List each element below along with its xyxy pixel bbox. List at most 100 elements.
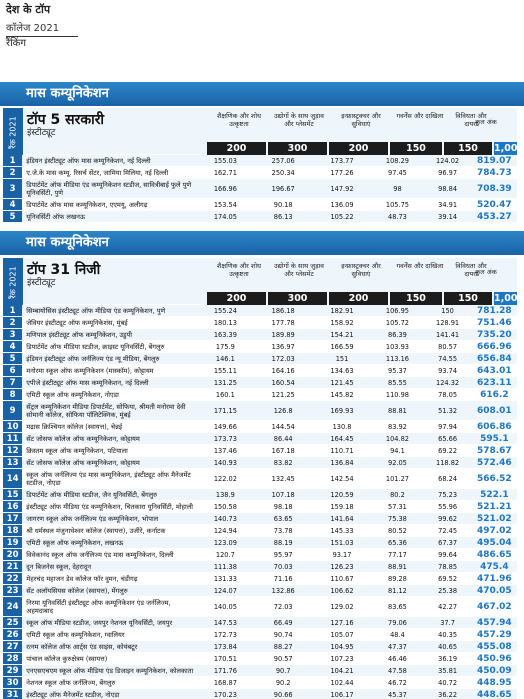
institute-name: ए.जे.के मास कम्यू. रिसर्च सेंटर, जामिया …	[26, 168, 169, 177]
score-cell: 174.05	[213, 212, 237, 221]
table-title: टॉप 31 निजी इंस्टीट्यूट	[27, 262, 197, 289]
institute-name: एमिटी स्कूल ऑफ कम्यूनिकेशन, ग्वालियर	[26, 630, 125, 639]
score-cell: 155.11	[213, 366, 237, 375]
institute-name: सेंट अलॉयसियस कॉलेज (स्वायत्त), मेंगलुरु	[26, 586, 128, 595]
rank-number: 5	[3, 211, 23, 222]
score-cell: 65.66	[438, 434, 458, 443]
table-row: 3 मणिपाल इंस्टीट्यूट ऑफ कम्यूनिकेशन, उडुप…	[3, 329, 517, 341]
score-cell: 147.53	[213, 618, 237, 627]
score-cell: 90.57	[273, 654, 293, 663]
table-title: टॉप 5 सरकारी इंस्टीट्यूट	[27, 112, 197, 139]
total-score: 608.01	[476, 405, 512, 416]
score-cell: 173.84	[213, 642, 237, 651]
table-title-main: टॉप 31 निजी	[27, 262, 101, 278]
table-row: 5 इंडियन इंस्टीट्यूट ऑफ जर्नलिज्म एंड न्य…	[3, 353, 517, 365]
score-cell: 80.52	[388, 526, 407, 535]
score-cell: 110.71	[330, 446, 354, 455]
score-cell: 175.9	[215, 342, 235, 351]
score-cell: 169.93	[330, 406, 354, 415]
score-cell: 88.27	[273, 642, 293, 651]
score-cell: 97.94	[438, 422, 458, 431]
score-cell: 138.9	[215, 490, 235, 499]
score-cell: 106.62	[330, 586, 354, 595]
score-cell: 98	[393, 184, 402, 193]
table-government: रैंक 2021 टॉप 5 सरकारी इंस्टीट्यूट शैक्ष…	[3, 108, 524, 223]
score-cell: 124.94	[213, 526, 237, 535]
column-header: उद्योगों के साथ जुड़ाव और प्लेसमेंट	[274, 112, 324, 128]
score-cell: 88.91	[388, 562, 407, 571]
score-cell: 111.38	[213, 562, 237, 571]
score-cell: 120.59	[330, 490, 354, 499]
table-row: 10 मद्रास क्रिश्चियन कॉलेज (स्वायत्त), चे…	[3, 421, 517, 433]
rank-number: 10	[3, 421, 23, 432]
score-cell: 73.78	[273, 526, 293, 535]
rank-number: 15	[3, 489, 23, 500]
score-cell: 71.16	[273, 574, 293, 583]
score-cell: 131.25	[213, 378, 237, 387]
score-cell: 164.16	[271, 366, 295, 375]
table-row: 27 रत्नम कॉलेज ऑफ आर्ट्स एंड साइंस, कोयंब…	[3, 641, 517, 653]
total-score: 623.11	[476, 377, 512, 388]
table-row: 8 एमिटी स्कूल ऑफ कम्यूनिकेशन, नोएडा 160.1 1…	[3, 389, 517, 401]
score-cell: 83.82	[273, 458, 293, 467]
table-body: 1 सिम्बायोसिस इंस्टीट्यूट ऑफ मीडिया एंड क…	[3, 305, 517, 699]
score-cell: 25.38	[438, 586, 458, 595]
column-header: इन्फ्रास्ट्रक्चर और सुविधाएं	[341, 262, 381, 278]
score-cell: 121.25	[271, 390, 295, 399]
score-cell: 250.34	[271, 168, 295, 177]
table-row: 14 स्कूल ऑफ जर्नलिज्म एंड मास कम्यूनिकेशन…	[3, 469, 517, 489]
total-score: 453.27	[476, 211, 512, 222]
max-marks-row: 200 300 200 150 150 1,000	[27, 142, 524, 155]
score-cell: 130.8	[332, 422, 352, 431]
score-cell: 166.59	[330, 342, 354, 351]
score-cell: 150	[441, 306, 454, 315]
score-cell: 144.54	[271, 422, 295, 431]
score-cell: 141.41	[436, 330, 460, 339]
score-cell: 166.96	[213, 184, 237, 193]
rank-number: 14	[3, 469, 23, 488]
score-cell: 151	[335, 354, 349, 363]
score-cell: 122.02	[213, 474, 237, 483]
rank-number: 12	[3, 445, 23, 456]
total-score: 572.46	[476, 457, 512, 468]
rank-number: 22	[3, 573, 23, 584]
score-cell: 132.45	[271, 474, 295, 483]
score-cell: 162.71	[213, 168, 237, 177]
table-row: 2 ए.जे.के मास कम्यू. रिसर्च सेंटर, जामिया…	[3, 167, 517, 179]
score-cell: 126.23	[330, 562, 354, 571]
table-row: 21 दून बिजनेस स्कूल, देहरादून 111.38 70.03 1…	[3, 561, 517, 573]
institute-name: निरमा यूनिवर्सिटी इंस्टीट्यूट ऑफ कम्यूनि…	[26, 598, 171, 615]
institute-name: स्कूल ऑफ जर्नलिज्म एंड मास कम्यूनिकेशन, …	[26, 470, 191, 487]
score-cell: 77.17	[388, 550, 407, 559]
score-cell: 36.19	[438, 654, 458, 663]
score-cell: 160.1	[215, 390, 235, 399]
score-cell: 89.28	[388, 574, 407, 583]
score-cell: 170.51	[213, 654, 237, 663]
column-header: शैक्षणिक और शोध उत्कृष्टता	[217, 262, 261, 278]
table-row: 31 इंस्टीट्यूट ऑफ मैनेजमेंट स्टडीज, नोएडा…	[3, 689, 517, 699]
page-header: देश के टॉप कॉलेज 2021 रैंकिंग	[6, 4, 206, 50]
score-cell: 102.44	[330, 678, 354, 687]
score-cell: 137.46	[213, 446, 237, 455]
max-marks: 150	[444, 142, 492, 155]
score-cell: 132.86	[271, 586, 295, 595]
column-header-total: कुल अंक	[475, 118, 497, 126]
rank-number: 23	[3, 585, 23, 596]
score-cell: 182.91	[330, 306, 354, 315]
total-score: 566.52	[476, 473, 512, 484]
institute-name: इंडियन इंस्टीट्यूट ऑफ मास कम्यूनिकेशन, न…	[26, 156, 151, 165]
column-header-total: कुल अंक	[475, 268, 497, 276]
score-cell: 63.65	[273, 514, 293, 523]
institute-name: डिपार्टमेंट ऑफ मीडिया स्टडीज, जैन यूनिवर…	[26, 490, 158, 499]
institute-name: मद्रास क्रिश्चियन कॉलेज (स्वायत्त), चेन्…	[26, 422, 123, 431]
score-cell: 94.1	[390, 446, 405, 455]
score-cell: 173.73	[213, 434, 237, 443]
institute-name: मेहरचंद महाजन डेव कॉलेज फॉर वुमन, चंडीगढ…	[26, 574, 138, 583]
institute-name: डिपार्टमेंट ऑफ मास कम्यूनिकेशन, एएमयू, अ…	[26, 200, 148, 209]
score-cell: 110.98	[385, 390, 409, 399]
table-row: 4 डिपार्टमेंट ऑफ मीडिया स्टडीज, क्राइस्ट …	[3, 341, 517, 353]
score-cell: 257.06	[271, 156, 295, 165]
rank-number: 3	[3, 329, 23, 340]
score-cell: 136.97	[271, 342, 295, 351]
total-score: 784.73	[476, 167, 512, 178]
